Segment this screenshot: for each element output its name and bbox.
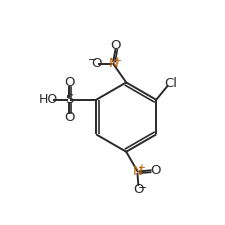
Text: O: O: [64, 76, 74, 89]
Text: O: O: [91, 58, 101, 70]
Text: Cl: Cl: [164, 77, 177, 90]
Text: O: O: [149, 164, 160, 177]
Text: O: O: [133, 183, 143, 196]
Text: +: +: [137, 163, 145, 173]
Text: N: N: [132, 165, 142, 178]
Text: +: +: [113, 56, 121, 66]
Text: O: O: [110, 39, 120, 52]
Text: −: −: [137, 183, 146, 193]
Text: −: −: [88, 55, 97, 65]
Text: S: S: [65, 93, 73, 106]
Text: HO: HO: [39, 93, 58, 106]
Text: O: O: [64, 111, 74, 124]
Text: N: N: [108, 58, 118, 70]
